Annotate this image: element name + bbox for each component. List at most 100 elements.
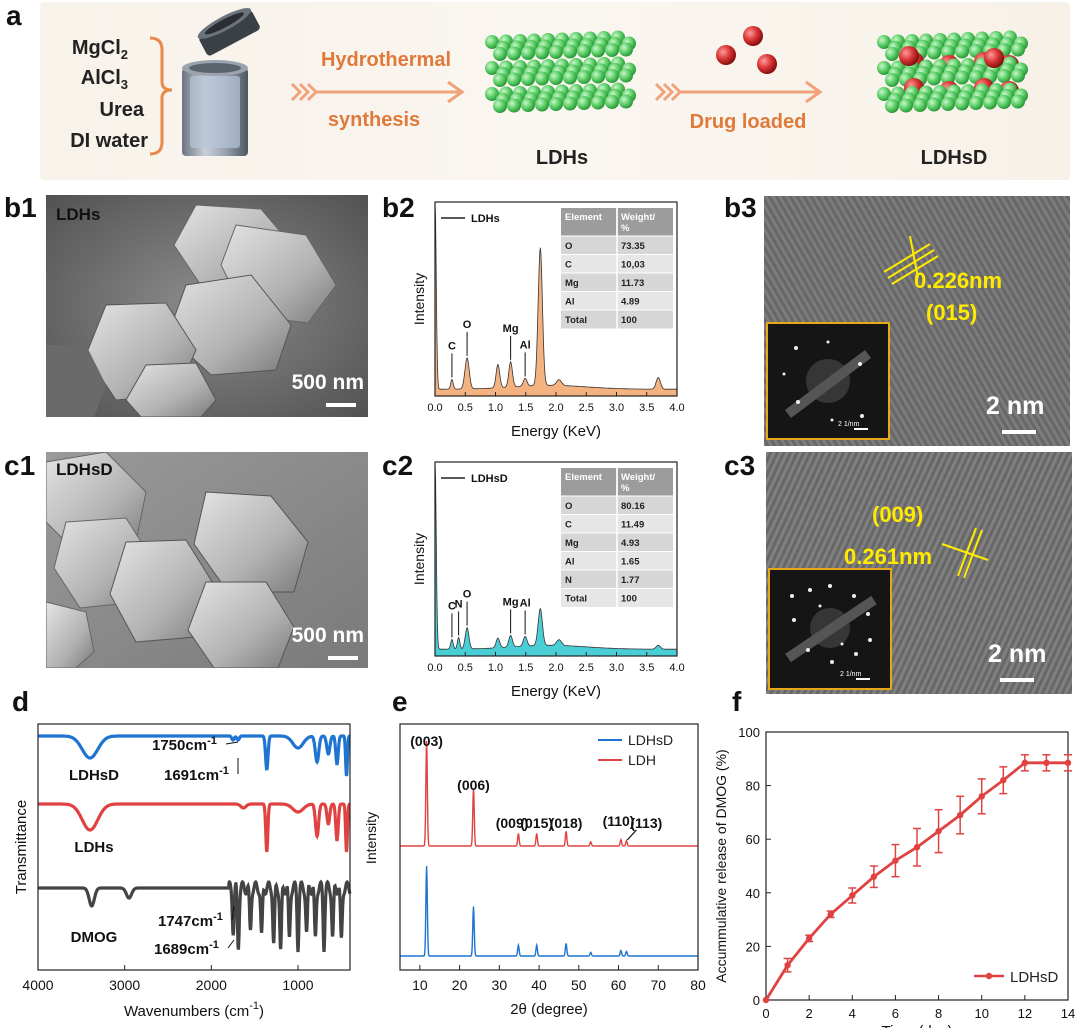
annotation-sup: -1 [213,911,223,923]
lattice-sphere [619,68,633,83]
table-cell: 10,03 [621,260,645,271]
table-cell: 4.93 [621,538,640,549]
tem-image-ldhsd: (009) 0.261nm 2 1/nm 2 nm [766,452,1072,694]
lattice-sphere [605,43,619,57]
lattice-sphere [899,98,913,113]
series-line-ldhsd [764,761,1068,1001]
lattice-sphere [927,97,941,112]
lattice-sphere [997,95,1011,109]
x-tick-label: 8 [935,1006,942,1021]
peak-label: (003) [410,733,443,749]
y-tick-label: 80 [746,779,760,794]
lattice-sphere [563,44,577,59]
table-cell: Total [565,315,587,326]
annotation-arrow [227,939,235,949]
lattice-sphere [591,69,605,84]
lattice-sphere [577,96,591,110]
peak-label: (110) [603,813,635,829]
x-tick-label: 60 [611,977,627,993]
x-tick-label: 3.5 [639,402,654,414]
y-axis-label: Transmittance [14,800,30,894]
saed-inset: 2 1/nm [766,322,890,440]
data-point [784,961,791,969]
scheme-panel: MgCl2 AlCl3 Urea DI water Hydrothermal s… [40,2,1070,180]
lattice-sphere [485,61,499,75]
lattice-sphere [535,71,549,86]
y-axis-label: Intensity [411,533,427,585]
lattice-sphere [1011,68,1025,83]
ldhs-structure-icon [485,30,636,113]
lattice-sphere [997,69,1011,83]
lattice-sphere [493,73,507,87]
eds-chart-ldhsd: 0.0 0.5 1.0 1.5 2.0 2.5 3.0 3.5 4.0 Energy (KeV) I… [411,461,685,700]
peak-label: C [448,600,456,612]
x-tick-label: 30 [492,977,508,993]
x-tick-label: 4000 [22,977,53,993]
panel-letter-f: f [732,686,742,717]
lattice-sphere [955,44,969,59]
table-header-cell: % [621,483,630,494]
lattice-sphere [577,44,591,58]
lattice-sphere [955,96,969,111]
autoclave-icon [182,8,260,156]
x-tick-label: 1.5 [518,402,533,414]
series-line-ldh [400,740,698,847]
panel-letter-c3: c3 [724,450,756,481]
lattice-sphere [927,45,941,60]
plane-label: (015) [926,300,978,325]
lattice-sphere [591,43,605,58]
peak-label: Al [520,597,531,609]
lattice-sphere [877,61,891,75]
spectrum-line [434,201,677,390]
y-axis-label: Accummulative release of DMOG (%) [713,749,729,982]
reagent-bracket [149,36,173,156]
table-cell: N [565,575,572,586]
panel-letter-a: a [6,0,22,31]
peak-label: (006) [457,777,490,793]
y-tick-label: 20 [746,939,760,954]
spectrum-line [434,461,677,650]
data-point [827,911,834,918]
annotation-arrow [225,741,239,745]
lattice-sphere [877,87,891,101]
series-line-dmog [38,879,352,953]
table-cell: O [565,241,572,252]
d-spacing-label: 0.261nm [844,544,933,569]
data-point [913,844,921,851]
table-cell: C [565,520,572,531]
x-tick-label: 0.5 [458,402,473,414]
data-point [978,793,985,800]
synthesis-arrow [290,80,465,104]
xrd-chart: 10 20 30 40 50 60 70 80 2θ (degree) Intensity LDHs… [363,723,706,1018]
legend-label: LDH [628,752,656,768]
panel-letter-c2: c2 [382,450,414,481]
table-cell: Total [565,594,587,605]
x-tick-label: 3000 [109,977,140,993]
x-tick-label: 6 [892,1006,899,1021]
data-point [1021,759,1029,767]
lattice-sphere [885,73,899,87]
annotation-sup: -1 [209,939,219,951]
lattice-sphere [563,96,577,111]
peak-label: O [463,589,472,601]
sem-label: LDHsD [56,460,113,479]
x-tick-label: 10 [412,977,428,993]
product1-label: LDHs [536,147,588,169]
series-label: DMOG [71,929,118,946]
lattice-sphere [485,87,499,101]
data-point [1064,759,1072,767]
x-tick-label: 80 [690,977,706,993]
peak-label: C [448,340,456,352]
x-tick-label: 2.0 [548,662,563,674]
x-axis-label: Time (day) [881,1023,952,1028]
lattice-sphere [521,72,535,86]
table-cell: 73.35 [621,241,645,252]
x-tick-label: 0.0 [427,662,442,674]
plot-frame [765,731,1069,1001]
lattice-sphere [507,98,521,113]
sem-label: LDHs [56,205,101,224]
lattice-sphere [507,72,521,87]
data-point [849,892,856,899]
data-point [892,857,899,864]
lattice-sphere [605,69,619,83]
